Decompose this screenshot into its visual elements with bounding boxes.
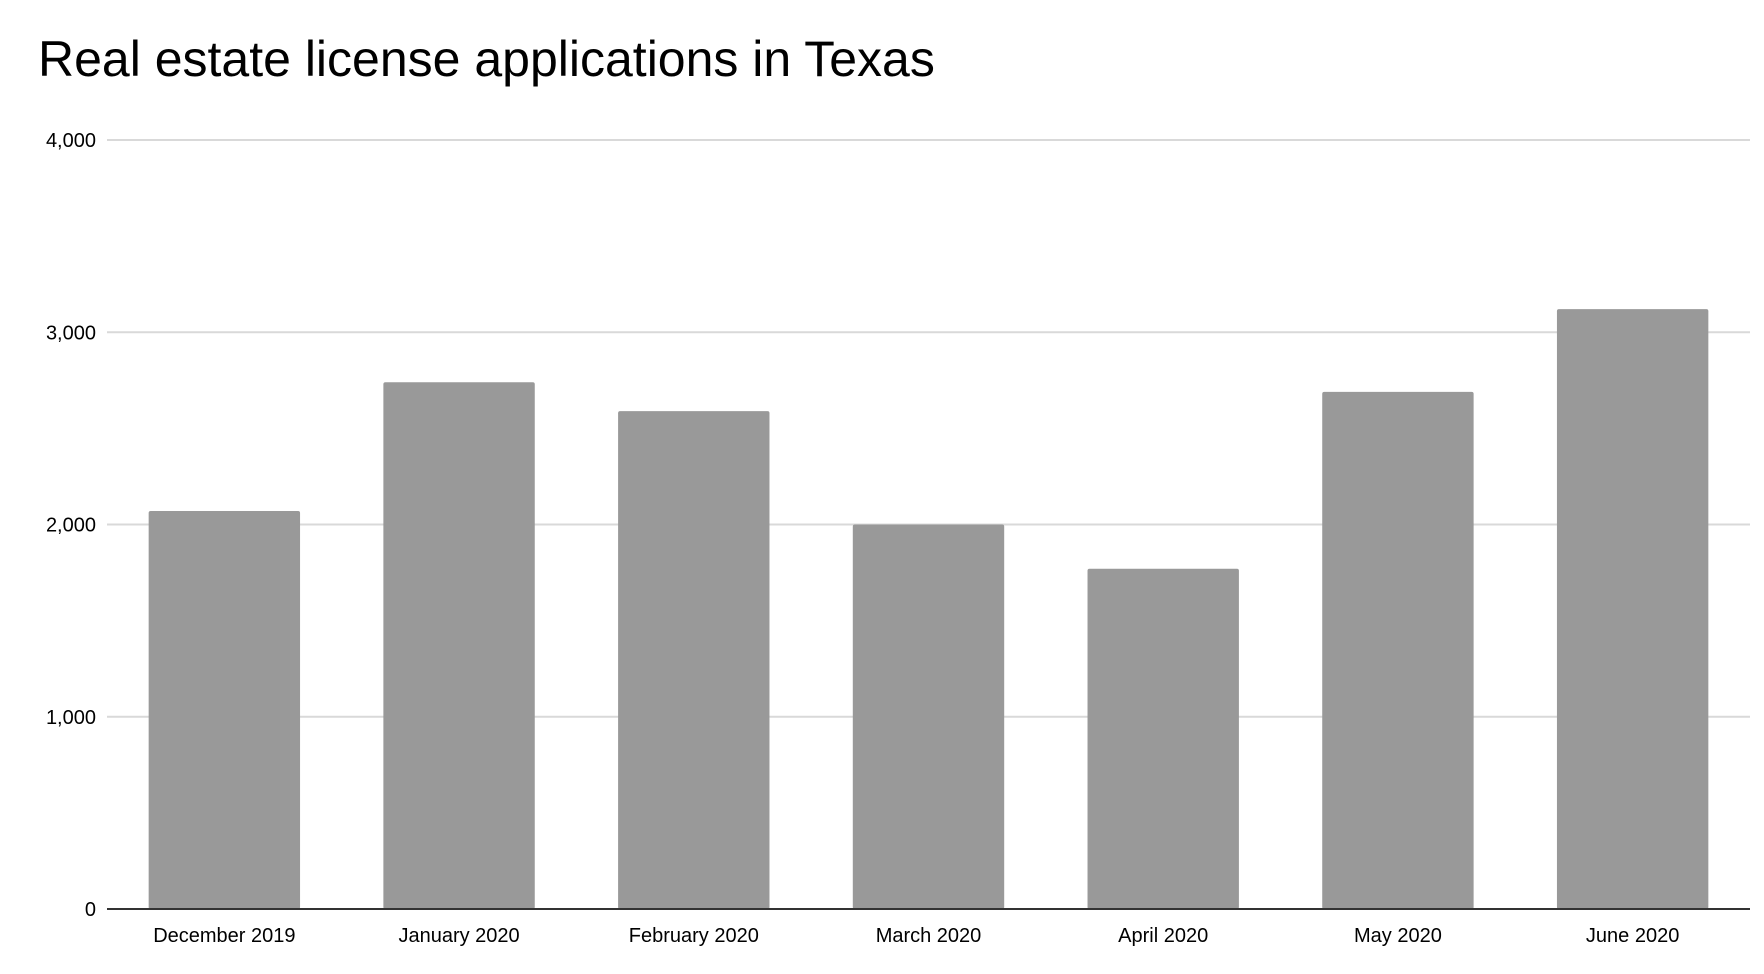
bar-6 [1556,309,1709,909]
x-tick-label: May 2020 [1354,925,1442,947]
x-tick-label: December 2019 [153,925,295,947]
bar-2 [618,411,770,909]
y-axis-tick-labels: 0 1,000 2,000 3,000 4,000 [46,130,96,921]
y-tick-label: 3,000 [46,322,96,344]
bar-1 [383,382,535,909]
y-tick-label: 1,000 [46,707,96,729]
bars [148,309,1709,909]
bar-3 [852,524,1005,909]
y-tick-label: 2,000 [46,515,96,537]
x-tick-label: February 2020 [629,925,759,947]
bar-5 [1322,391,1474,909]
y-tick-label: 0 [85,899,96,921]
x-tick-label: April 2020 [1118,925,1208,947]
y-tick-label: 4,000 [46,130,96,152]
x-tick-label: January 2020 [398,925,519,947]
chart-title: Real estate license applications in Texa… [38,31,935,87]
x-tick-label: June 2020 [1586,925,1679,947]
x-tick-label: March 2020 [876,925,982,947]
bar-0 [148,511,301,909]
x-axis-tick-labels: December 2019 January 2020 February 2020 Ma… [153,925,1679,947]
bar-4 [1087,568,1239,909]
